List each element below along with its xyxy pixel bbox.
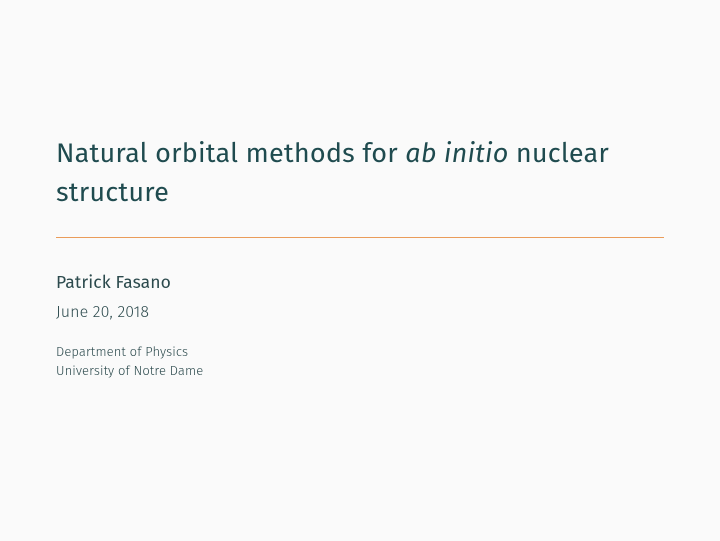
divider-rule: [56, 237, 664, 238]
slide-title: Natural orbital methods for ab initio nu…: [56, 135, 664, 213]
title-text-italic: ab initio: [405, 138, 508, 170]
affiliation-dept: Department of Physics: [56, 344, 664, 363]
author-name: Patrick Fasano: [56, 272, 664, 293]
affiliation-univ: University of Notre Dame: [56, 363, 664, 382]
title-slide: Natural orbital methods for ab initio nu…: [0, 0, 720, 541]
title-text-pre: Natural orbital methods for: [56, 138, 405, 170]
affiliation-block: Department of Physics University of Notr…: [56, 344, 664, 382]
presentation-date: June 20, 2018: [56, 303, 664, 322]
